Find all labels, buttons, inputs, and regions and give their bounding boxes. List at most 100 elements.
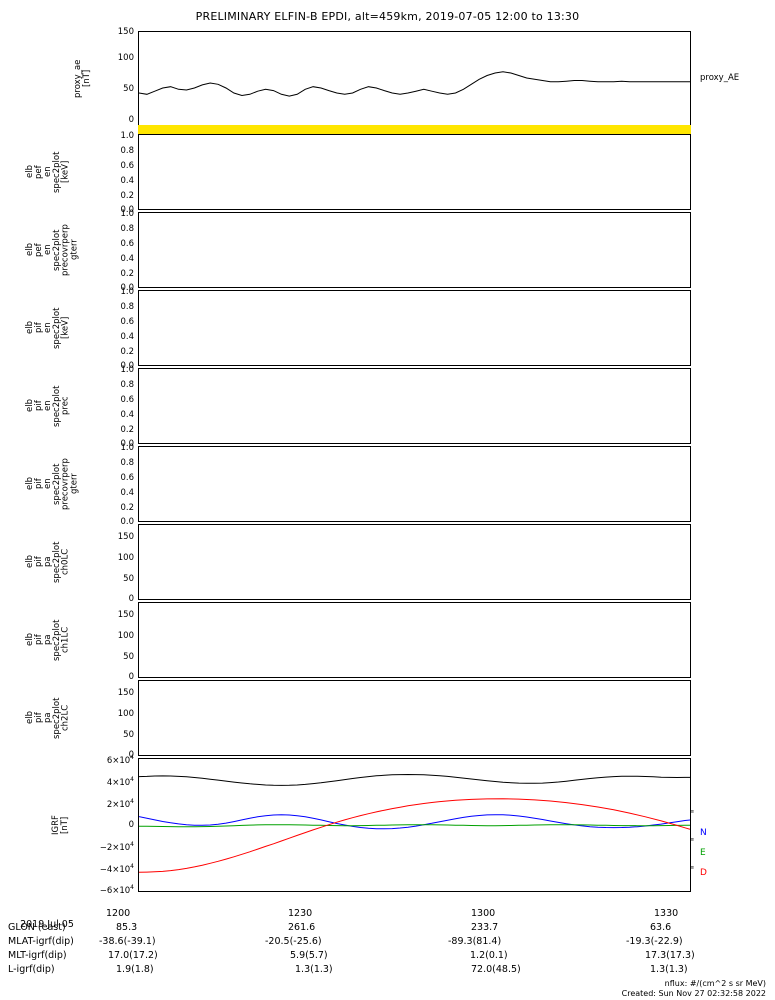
panel-pif-precovrperp-gterr-ylabel: elb pif en spec2plot precovrperp gterr bbox=[25, 458, 80, 510]
proxy-ae-right-label: proxy_AE bbox=[700, 73, 740, 83]
ytick-igrf-6e4: 6×104 bbox=[106, 754, 134, 766]
ytick-p3-0.2: 0.2 bbox=[120, 269, 134, 279]
panel-pif-prec bbox=[138, 368, 691, 444]
igrf-legend-small-1: ≡ bbox=[690, 809, 695, 815]
ytick-p6-0.2: 0.2 bbox=[120, 503, 134, 513]
ytick-p3-1.0: 1.0 bbox=[120, 209, 134, 219]
ytick-p5-0.6: 0.6 bbox=[120, 395, 134, 405]
ytick-igrf-m2e4: −2×104 bbox=[99, 841, 134, 853]
ytick-igrf-4e4: 4×104 bbox=[106, 776, 134, 788]
ytick-p8-50: 50 bbox=[123, 652, 134, 662]
axis-row-time: 2019 Jul 05 bbox=[8, 908, 74, 941]
axis-glon-3: 63.6 bbox=[650, 922, 672, 933]
axis-row-time-label: 2019 Jul 05 bbox=[20, 919, 74, 930]
axis-mlat-3: -19.3(-22.9) bbox=[626, 936, 683, 947]
axis-glon-1: 261.6 bbox=[288, 922, 316, 933]
ytick-p4-0.2: 0.2 bbox=[120, 347, 134, 357]
axis-row-glon-label: GLON (east) bbox=[8, 922, 66, 933]
axis-mlat-1: -20.5(-25.6) bbox=[265, 936, 322, 947]
igrf-n-trace bbox=[139, 814, 690, 830]
panel-pa-ch1lc-ylabel: elb pif pa spec2plot ch1LC bbox=[25, 619, 71, 661]
panel-proxy-ae-ylabel: proxy_ae [nT] bbox=[73, 59, 92, 98]
ytick-igrf-2e4: 2×104 bbox=[106, 798, 134, 810]
ytick-p2-0.8: 0.8 bbox=[120, 146, 134, 156]
ytick-igrf-m6e4: −6×104 bbox=[99, 884, 134, 896]
panel-pif-precovrperp-gterr bbox=[138, 446, 691, 522]
yellow-highlight-bar bbox=[138, 125, 691, 134]
igrf-d-trace bbox=[139, 798, 690, 873]
panel-pa-ch0lc-plot bbox=[139, 525, 690, 599]
panel-pa-ch1lc bbox=[138, 602, 691, 678]
ytick-p9-0: 0 bbox=[128, 750, 134, 760]
panel-pa-ch2lc-ylabel: elb pif pa spec2plot ch2LC bbox=[25, 697, 71, 739]
panel-pif-precovrperp-gterr-plot bbox=[139, 447, 690, 521]
ytick-proxy-50: 50 bbox=[123, 84, 134, 94]
ytick-proxy-0: 0 bbox=[128, 115, 134, 125]
axis-l-3: 1.3(1.3) bbox=[650, 964, 688, 975]
panel-pa-ch2lc bbox=[138, 680, 691, 756]
ytick-p7-50: 50 bbox=[123, 574, 134, 584]
ytick-p6-0.0: 0.0 bbox=[120, 517, 134, 527]
ytick-p2-1.0: 1.0 bbox=[120, 131, 134, 141]
ytick-p2-0.2: 0.2 bbox=[120, 191, 134, 201]
igrf-legend-n: N bbox=[700, 828, 707, 838]
ytick-p6-1.0: 1.0 bbox=[120, 443, 134, 453]
panel-pa-ch1lc-plot bbox=[139, 603, 690, 677]
ytick-p7-150: 150 bbox=[117, 532, 134, 542]
ytick-p3-0.8: 0.8 bbox=[120, 224, 134, 234]
axis-row-mlat-label: MLAT-igrf(dip) bbox=[8, 936, 74, 947]
axis-mlat-0: -38.6(-39.1) bbox=[99, 936, 156, 947]
ytick-p8-150: 150 bbox=[117, 610, 134, 620]
panel-pef-precovrperp-gterr bbox=[138, 212, 691, 288]
igrf-legend-small-3: ≡ bbox=[690, 865, 695, 871]
ytick-p2-0.6: 0.6 bbox=[120, 161, 134, 171]
panel-pif-prec-ylabel: elb pif en spec2plot prec bbox=[25, 385, 71, 427]
panel-proxy-ae bbox=[138, 31, 691, 126]
axis-tick-time-3: 1330 bbox=[654, 908, 679, 919]
ytick-p6-0.6: 0.6 bbox=[120, 473, 134, 483]
ytick-p9-150: 150 bbox=[117, 688, 134, 698]
igrf-legend-small-2: ≡ bbox=[690, 837, 695, 843]
footer-created: Created: Sun Nov 27 02:32:58 2022 bbox=[621, 989, 766, 998]
footer-units: nflux: #/(cm^2 s sr MeV) bbox=[664, 979, 766, 988]
axis-tick-time-0: 1200 bbox=[106, 908, 131, 919]
panel-pef-precovrperp-gterr-ylabel: elb pef en spec2plot precovrperp gterr bbox=[25, 224, 80, 276]
ytick-p5-0.0: 0.0 bbox=[120, 439, 134, 449]
ytick-p5-1.0: 1.0 bbox=[120, 365, 134, 375]
ytick-igrf-0: 0 bbox=[128, 820, 134, 830]
ytick-p9-50: 50 bbox=[123, 730, 134, 740]
axis-mlt-1: 5.9(5.7) bbox=[290, 950, 328, 961]
ytick-p6-0.4: 0.4 bbox=[120, 488, 134, 498]
panel-pif-prec-plot bbox=[139, 369, 690, 443]
axis-l-2: 72.0(48.5) bbox=[471, 964, 521, 975]
ytick-p3-0.6: 0.6 bbox=[120, 239, 134, 249]
igrf-legend-e: E bbox=[700, 848, 706, 858]
ytick-p7-100: 100 bbox=[117, 553, 134, 563]
igrf-e-trace bbox=[139, 824, 690, 828]
ytick-p5-0.4: 0.4 bbox=[120, 410, 134, 420]
ytick-p2-0.0: 0.0 bbox=[120, 205, 134, 215]
ytick-p3-0.0: 0.0 bbox=[120, 283, 134, 293]
page-title: PRELIMINARY ELFIN-B EPDI, alt=459km, 201… bbox=[195, 10, 580, 23]
axis-mlat-2: -89.3(81.4) bbox=[448, 936, 502, 947]
panel-igrf-plot bbox=[139, 759, 690, 891]
axis-mlt-3: 17.3(17.3) bbox=[645, 950, 695, 961]
igrf-traces bbox=[139, 773, 690, 873]
ytick-proxy-150: 150 bbox=[117, 27, 134, 37]
panel-igrf bbox=[138, 758, 691, 892]
ytick-p2-0.4: 0.4 bbox=[120, 176, 134, 186]
axis-mlt-2: 1.2(0.1) bbox=[470, 950, 508, 961]
proxy-ae-trace bbox=[139, 71, 690, 97]
panel-pef-en-spec2plot-plot bbox=[139, 135, 690, 209]
ytick-p7-0: 0 bbox=[128, 594, 134, 604]
ytick-p4-0.0: 0.0 bbox=[120, 361, 134, 371]
axis-glon-0: 85.3 bbox=[116, 922, 138, 933]
panel-proxy-ae-plot bbox=[139, 32, 690, 125]
ytick-p5-0.8: 0.8 bbox=[120, 380, 134, 390]
ytick-p4-1.0: 1.0 bbox=[120, 287, 134, 297]
panel-pef-precovrperp-gterr-plot bbox=[139, 213, 690, 287]
panel-pif-en-spec2plot-ylabel: elb pif en spec2plot [keV] bbox=[25, 307, 71, 349]
ytick-p3-0.4: 0.4 bbox=[120, 254, 134, 264]
axis-tick-time-1: 1230 bbox=[288, 908, 313, 919]
